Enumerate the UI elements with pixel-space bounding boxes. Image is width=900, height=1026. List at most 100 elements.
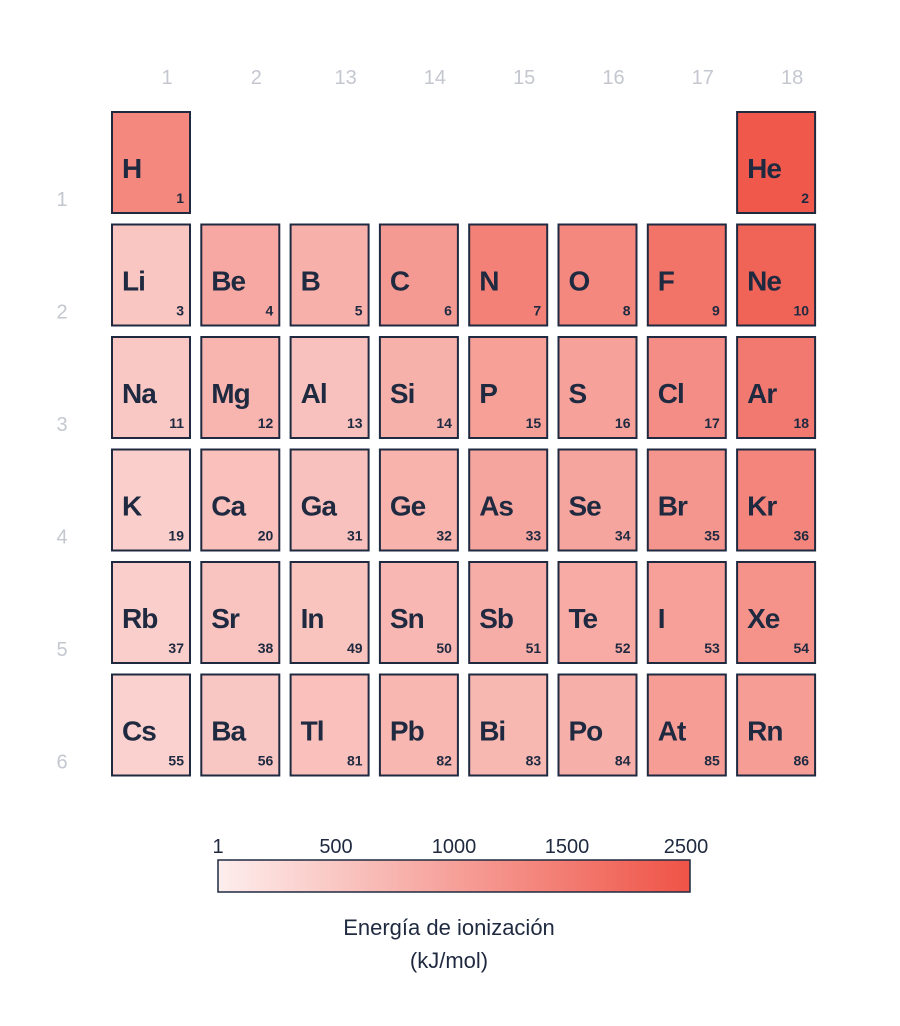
element-symbol: Si bbox=[390, 378, 414, 409]
element-symbol: O bbox=[569, 266, 590, 297]
element-cell-fill bbox=[378, 673, 459, 777]
element-cell-fill bbox=[468, 561, 549, 664]
color-scale-bar bbox=[217, 859, 691, 893]
group-label: 16 bbox=[602, 67, 624, 89]
atomic-number: 54 bbox=[794, 640, 810, 656]
atomic-number: 7 bbox=[533, 303, 541, 319]
element-cell-fill bbox=[736, 673, 817, 777]
element-symbol: Cl bbox=[658, 378, 684, 409]
atomic-number: 32 bbox=[436, 528, 452, 544]
element-symbol: H bbox=[122, 153, 141, 184]
atomic-number: 53 bbox=[704, 640, 720, 656]
element-symbol: Al bbox=[301, 378, 327, 409]
element-cell: Ar 18 bbox=[736, 336, 817, 439]
element-cell: Bi 83 bbox=[468, 673, 549, 777]
atomic-number: 52 bbox=[615, 640, 631, 656]
element-cell-fill bbox=[646, 223, 727, 327]
atomic-number: 86 bbox=[794, 753, 810, 769]
element-cell-fill bbox=[557, 336, 638, 439]
element-cell-fill bbox=[200, 336, 281, 439]
atomic-number: 2 bbox=[801, 190, 809, 206]
element-symbol: I bbox=[658, 603, 665, 634]
element-cell: Ga 31 bbox=[289, 448, 370, 552]
color-scale-tick-label: 1 bbox=[212, 836, 223, 858]
atomic-number: 35 bbox=[704, 528, 720, 544]
element-symbol: Be bbox=[211, 266, 245, 297]
element-symbol: N bbox=[479, 266, 498, 297]
element-cells: H1He2Li3Be4B5C6N7O8F9Ne10Na11Mg12Al13Si1… bbox=[111, 111, 817, 777]
period-label: 6 bbox=[56, 752, 67, 774]
element-symbol: S bbox=[569, 378, 587, 409]
element-symbol: Rn bbox=[747, 716, 782, 747]
element-cell: O8 bbox=[557, 223, 638, 327]
element-symbol: Rb bbox=[122, 603, 157, 634]
element-symbol: As bbox=[479, 491, 513, 522]
element-symbol: Sb bbox=[479, 603, 513, 634]
element-cell: Xe 54 bbox=[736, 561, 817, 664]
element-cell: Te 52 bbox=[557, 561, 638, 664]
element-cell: In 49 bbox=[289, 561, 370, 664]
atomic-number: 82 bbox=[436, 753, 452, 769]
period-label: 4 bbox=[56, 527, 67, 549]
atomic-number: 17 bbox=[704, 415, 720, 431]
element-symbol: P bbox=[479, 378, 497, 409]
element-cell-fill bbox=[736, 111, 817, 214]
element-cell-fill bbox=[468, 336, 549, 439]
element-symbol: Br bbox=[658, 491, 688, 522]
element-cell: As 33 bbox=[468, 448, 549, 552]
element-cell: B5 bbox=[289, 223, 370, 327]
legend-unit: (kJ/mol) bbox=[410, 948, 488, 973]
element-cell: Na 11 bbox=[111, 336, 191, 439]
element-cell: S 16 bbox=[557, 336, 638, 439]
period-label: 1 bbox=[56, 189, 67, 211]
atomic-number: 33 bbox=[526, 528, 542, 544]
atomic-number: 85 bbox=[704, 753, 720, 769]
period-label: 3 bbox=[56, 414, 67, 436]
element-cell-fill bbox=[378, 448, 459, 552]
element-cell-fill bbox=[111, 448, 191, 552]
element-symbol: Se bbox=[569, 491, 602, 522]
element-cell-fill bbox=[289, 673, 370, 777]
group-axis-labels: 1 2 13 14 15 16 17 18 bbox=[161, 67, 803, 89]
element-symbol: Pb bbox=[390, 716, 424, 747]
element-symbol: Ba bbox=[211, 716, 246, 747]
group-label: 2 bbox=[251, 67, 262, 89]
element-cell-fill bbox=[200, 223, 281, 327]
element-cell: Cl 17 bbox=[646, 336, 727, 439]
atomic-number: 31 bbox=[347, 528, 363, 544]
element-symbol: Li bbox=[122, 266, 145, 297]
element-cell: Po 84 bbox=[557, 673, 638, 777]
element-cell-fill bbox=[557, 561, 638, 664]
atomic-number: 18 bbox=[794, 415, 810, 431]
element-symbol: Bi bbox=[479, 716, 505, 747]
element-cell-fill bbox=[289, 561, 370, 664]
atomic-number: 11 bbox=[169, 415, 184, 431]
period-axis-labels: 1 2 3 4 5 6 bbox=[56, 189, 67, 774]
element-symbol: Ca bbox=[211, 491, 246, 522]
color-scale-tick-label: 2500 bbox=[664, 836, 709, 858]
group-label: 18 bbox=[781, 67, 803, 89]
element-cell-fill bbox=[646, 448, 727, 552]
element-symbol: Mg bbox=[211, 378, 249, 409]
group-label: 1 bbox=[161, 67, 172, 89]
element-cell: Sr 38 bbox=[200, 561, 281, 664]
atomic-number: 6 bbox=[444, 303, 452, 319]
group-label: 13 bbox=[334, 67, 356, 89]
element-cell-fill bbox=[557, 448, 638, 552]
element-cell: K 19 bbox=[111, 448, 191, 552]
element-cell-fill bbox=[557, 673, 638, 777]
element-cell-fill bbox=[111, 673, 191, 777]
legend-title: Energía de ionización bbox=[343, 915, 555, 940]
element-cell-fill bbox=[111, 111, 191, 214]
element-cell-fill bbox=[200, 561, 281, 664]
atomic-number: 50 bbox=[436, 640, 452, 656]
color-scale-tick-label: 1000 bbox=[432, 836, 477, 858]
period-label: 5 bbox=[56, 639, 67, 661]
atomic-number: 38 bbox=[258, 640, 274, 656]
element-cell-fill bbox=[289, 336, 370, 439]
element-cell-fill bbox=[200, 673, 281, 777]
group-label: 15 bbox=[513, 67, 535, 89]
element-cell-fill bbox=[289, 448, 370, 552]
atomic-number: 36 bbox=[794, 528, 810, 544]
